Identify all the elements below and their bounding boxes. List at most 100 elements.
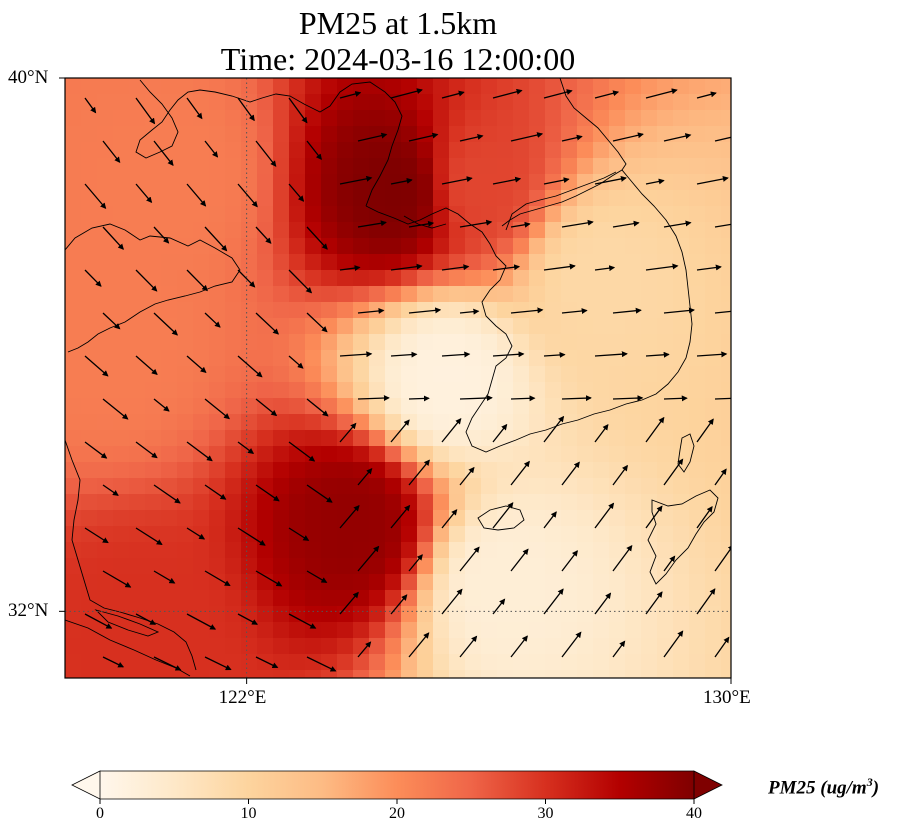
wind-arrow [255,226,272,244]
map-title-line-1: PM25 at 1.5km [298,5,498,41]
wind-arrow [237,441,255,455]
wind-arrow [510,635,528,658]
wind-arrow [204,570,231,587]
wind-arrow [543,89,573,99]
wind-arrow [390,351,418,358]
wind-arrow [102,398,129,420]
wind-arrow [561,219,594,228]
coastline-china [65,223,241,353]
colorbar-min-extension [71,770,101,800]
wind-arrow [255,312,280,335]
wind-arrow [696,175,729,185]
gridlines [65,78,731,678]
wind-arrow [510,395,536,402]
colorbar-label: PM25 (ug/m3) [768,775,879,799]
lat-label: 40°N [8,67,49,88]
colorbar-gradient [100,771,694,799]
wind-arrow [645,178,665,185]
wind-arrow [357,395,390,402]
wind-arrow [390,419,410,443]
coastline-japan-kyushu [647,489,719,585]
map-frame [64,77,732,679]
wind-arrow [663,220,692,228]
wind-arrow [288,97,308,124]
wind-arrow [288,613,317,629]
wind-arrow [663,458,684,486]
wind-arrow [237,183,258,208]
wind-arrow [255,656,279,669]
wind-arrow [186,613,217,630]
wind-arrow [408,632,430,658]
wind-arrow [714,310,731,314]
wind-arrow [510,548,529,572]
wind-arrow [696,91,717,99]
wind-arrow [390,594,408,615]
wind-arrow [492,502,514,529]
wind-arrow [510,132,544,142]
wind-arrow [561,461,580,486]
wind-arrow [543,415,565,443]
wind-arrow [186,97,203,120]
colorbar-tick-label: 30 [537,805,554,822]
colorbar-tick-label: 40 [686,805,702,822]
wind-arrow [543,263,576,271]
wind-arrow [714,468,727,486]
wind-arrow [84,441,108,459]
wind-arrow [594,90,620,99]
wind-arrow [543,588,564,615]
wind-arrow [561,550,578,572]
colorbar-label-text: PM25 (ug/m [768,777,867,799]
wind-arrow [306,484,333,503]
wind-arrow [663,395,688,402]
wind-arrow [135,183,153,204]
coastline-china-south [65,439,197,671]
wind-arrow [645,505,663,529]
wind-arrow [357,220,387,228]
wind-arrow [306,398,329,417]
wind-arrow [594,502,615,529]
wind-arrow [645,88,678,99]
colorbar-max-extension [693,770,723,800]
wind-arrow [408,220,435,228]
wind-arrow [288,441,316,462]
wind-arrow [408,395,430,402]
wind-arrow [612,640,626,658]
wind-arrow [84,613,113,629]
colorbar-tick-label: 0 [96,805,104,822]
wind-arrow [492,351,525,358]
wind-arrow [153,484,181,504]
wind-arrow [357,467,373,486]
wind-arrow [612,464,628,486]
wind-arrow [237,527,266,546]
lon-label: 130°E [703,687,751,708]
wind-arrow [135,355,158,375]
wind-arrow [237,97,255,122]
wind-arrow [459,308,480,315]
wind-arrow [237,269,256,288]
wind-arrow [237,355,263,378]
wind-arrow [645,263,679,271]
wind-arrow [696,264,722,271]
wind-arrow [84,355,109,377]
wind-arrow [408,459,430,486]
wind-arrow [561,134,583,142]
wind-arrow [459,134,484,142]
wind-arrow [204,656,232,671]
wind-arrow [102,656,125,668]
wind-arrow [135,527,163,546]
wind-arrow [204,140,219,158]
wind-arrow [594,265,616,272]
wind-arrow [204,226,228,252]
wind-arrow [255,570,283,587]
wind-arrow [306,140,322,161]
wind-arrow [663,307,695,314]
wind-arrow [561,308,588,315]
coastline-north-korea-west [365,169,693,453]
wind-arrow [237,613,258,625]
wind-arrow [102,570,132,588]
wind-arrow [714,544,731,572]
wind-arrow [153,656,182,671]
pm25-field [65,78,731,678]
wind-arrow [306,312,328,333]
